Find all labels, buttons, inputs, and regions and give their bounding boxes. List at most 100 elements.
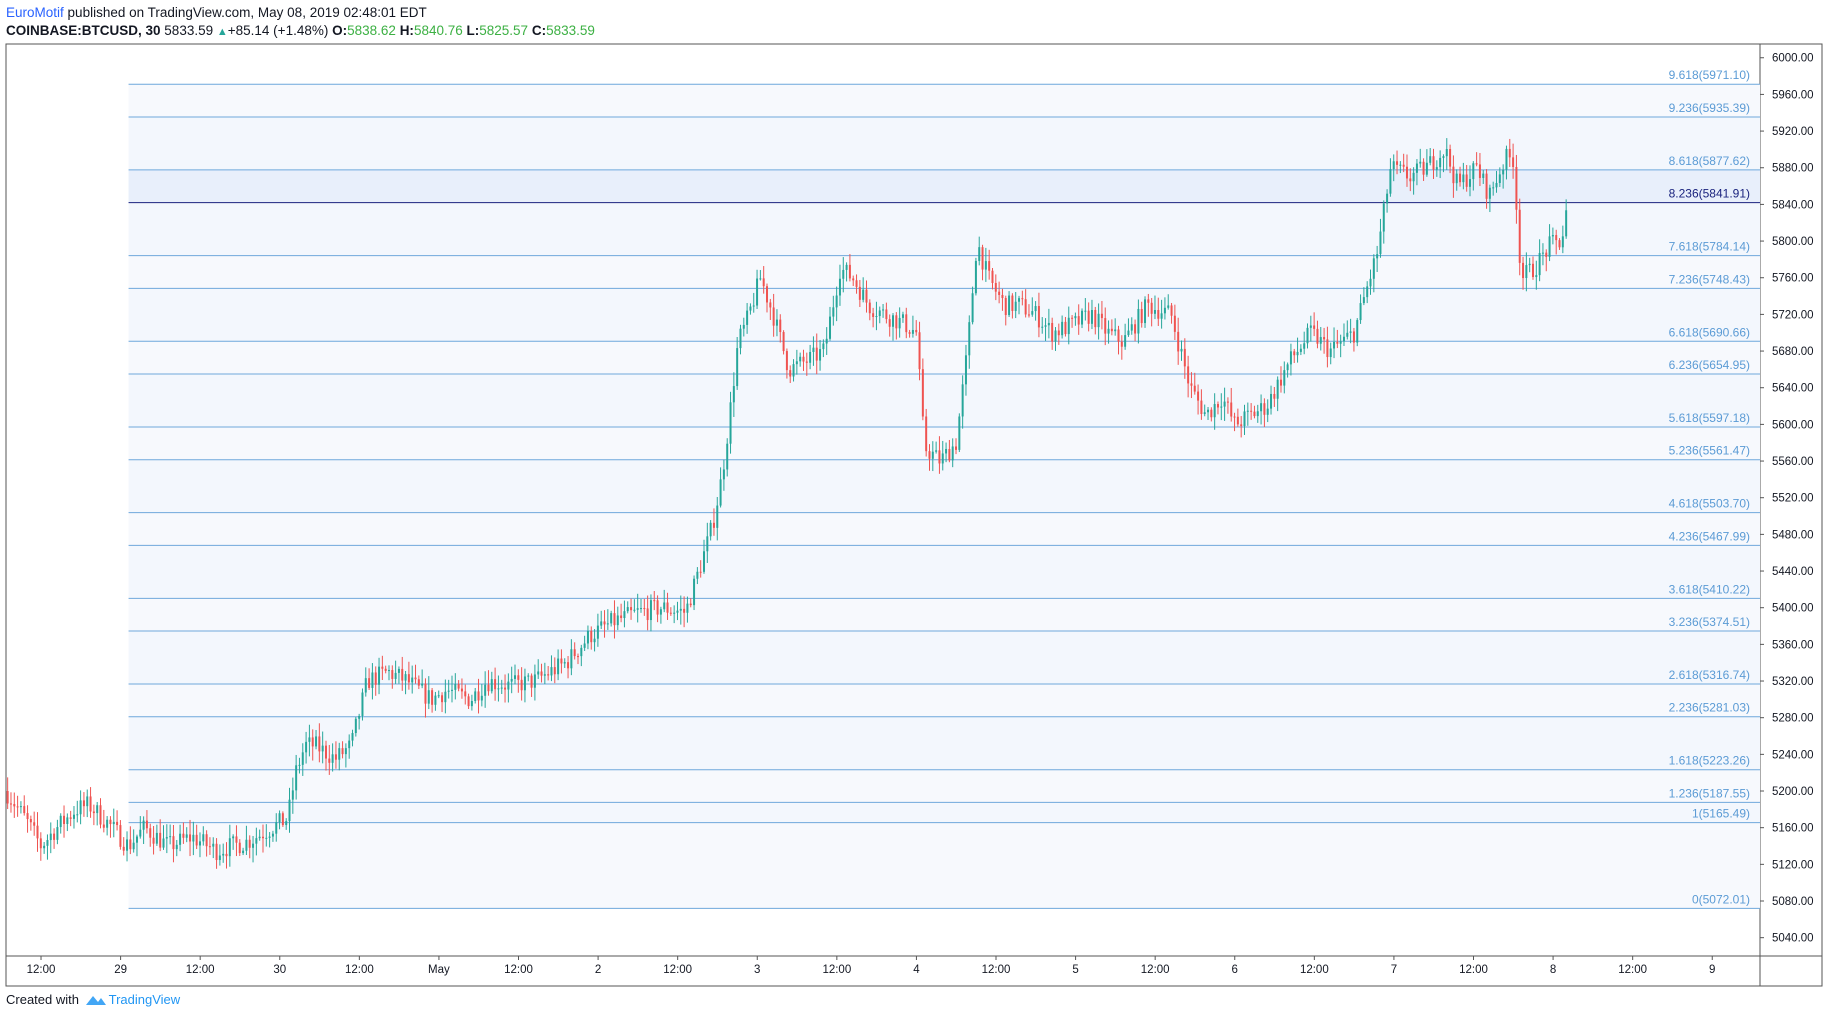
candle-body [769,302,772,308]
candle-body [1279,379,1282,386]
candle-body [646,608,649,621]
candle-body [557,658,560,675]
fib-level-label: 6.618(5690.66) [1669,325,1750,339]
candle-body [215,843,218,861]
high-label: H: [399,23,414,38]
candle-body [1515,167,1518,210]
candle-body [875,316,878,318]
candle-body [344,748,347,755]
candle-body [1525,265,1528,279]
fib-level-label: 9.618(5971.10) [1669,68,1750,82]
candle-body [1031,311,1034,315]
candle-body [185,834,188,838]
fib-level-label: 6.236(5654.95) [1669,358,1750,372]
candle-body [517,675,520,680]
chart-header: EuroMotif published on TradingView.com, … [6,4,595,44]
candle-body [510,678,513,682]
candle-body [686,603,689,613]
candle-body [1283,370,1286,386]
fib-level-label: 8.618(5877.62) [1669,154,1750,168]
candle-body [1140,308,1143,324]
candle-body [1153,310,1156,314]
candle-body [1253,411,1256,417]
candle-body [762,278,765,287]
price-tick-label: 6000.00 [1772,53,1814,65]
price-tick-label: 5800.00 [1772,236,1814,248]
candle-body [1233,416,1236,418]
candle-body [573,649,576,657]
price-tick-label: 5760.00 [1772,273,1814,285]
high-value: 5840.76 [413,23,463,38]
candle-body [116,821,119,826]
candle-body [815,347,818,361]
symbol-label: COINBASE:BTCUSD, 30 [6,23,161,38]
candle-body [165,837,168,839]
candle-body [537,671,540,675]
time-tick-label: 12:00 [186,964,215,976]
candle-body [298,764,301,766]
candle-body [1386,193,1389,204]
fib-level-label: 8.236(5841.91) [1669,187,1750,201]
candle-body [1359,303,1362,321]
candle-body [988,261,991,271]
candle-body [417,679,420,686]
fib-level-label: 5.618(5597.18) [1669,411,1750,425]
candle-body [775,319,778,326]
price-tick-label: 5920.00 [1772,126,1814,138]
candle-body [1150,302,1153,314]
candle-body [261,836,264,839]
chart-canvas[interactable]: 9.618(5971.10) 9.236(5935.39) 8.618(5877.6… [0,0,1828,990]
candle-body [981,247,984,270]
candle-body [656,600,659,615]
candle-body [245,839,248,851]
candle-body [265,837,268,839]
candle-body [805,361,808,363]
candle-body [285,821,288,826]
candle-body [1362,297,1365,304]
candle-body [162,838,165,848]
candle-body [938,450,941,464]
candle-body [348,740,351,749]
candle-body [324,745,327,759]
candle-body [1449,149,1452,167]
candle-body [513,675,516,679]
low-value: 5825.57 [479,23,529,38]
candle-body [905,314,908,333]
candle-body [1478,164,1481,178]
candle-body [1326,339,1329,358]
author-link[interactable]: EuroMotif [6,5,64,20]
price-tick-label: 5520.00 [1772,493,1814,505]
candle-body [825,338,828,344]
candle-body [683,608,686,613]
candle-body [1442,156,1445,158]
time-tick-label: 12:00 [27,964,56,976]
time-tick-label: 8 [1550,964,1556,976]
candle-body [1183,348,1186,367]
candle-body [441,695,444,703]
candle-body [1243,411,1246,427]
candle-body [504,687,507,690]
fib-level-label: 4.618(5503.70) [1669,497,1750,511]
candle-body [1094,310,1097,328]
candle-body [606,623,609,625]
candle-body [198,841,201,846]
fib-band [128,512,1761,546]
candle-body [76,814,79,816]
candle-body [119,825,122,847]
candle-body [951,446,954,461]
candle-body [43,845,46,849]
candle-body [149,828,152,838]
candle-body [354,718,357,734]
candle-body [248,839,251,848]
candle-body [1303,343,1306,349]
candle-body [371,672,374,688]
candle-body [1071,317,1074,319]
candle-body [1432,156,1435,170]
tradingview-brand-link[interactable]: TradingView [108,992,181,1007]
price-tick-label: 5320.00 [1772,676,1814,688]
fib-level-label: 2.236(5281.03) [1669,701,1750,715]
candle-body [96,805,99,814]
candle-body [752,305,755,307]
up-arrow-icon: ▲ [216,26,228,38]
candle-body [998,291,1001,295]
